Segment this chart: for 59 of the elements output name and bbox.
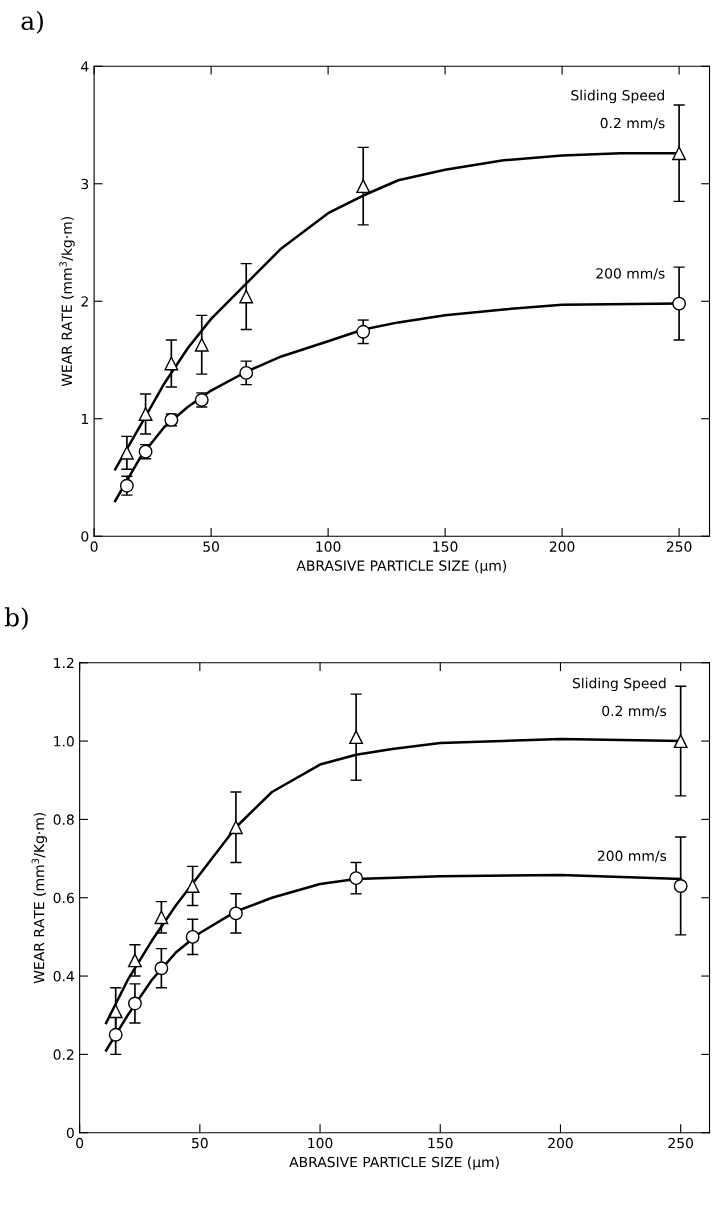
series-label: 200 mm/s (597, 850, 667, 863)
point (673, 879, 688, 893)
legend-title: Sliding Speed (571, 89, 664, 104)
legend-title: Sliding Speed (572, 677, 666, 692)
point (185, 879, 200, 893)
point (672, 296, 687, 311)
y-tick-label: 4 (81, 61, 89, 72)
y-tick-label: 3 (81, 178, 89, 190)
y-tick-label: 0.4 (53, 971, 74, 982)
point (108, 1027, 123, 1042)
x-tick-label: 100 (316, 541, 341, 552)
x-axis-title: ABRASIVE PARTICLE SIZE (μm) (289, 1156, 499, 1170)
y-tick-label: 0.6 (53, 892, 74, 904)
series-label: 0.2 mm/s (602, 705, 667, 718)
point (356, 324, 371, 339)
y-tick-label: 0 (66, 1127, 74, 1139)
x-tick-label: 250 (668, 1137, 693, 1149)
x-tick-label: 250 (666, 541, 692, 552)
x-tick-label: 50 (203, 541, 220, 552)
point (356, 179, 371, 194)
y-axis-title: WEAR RATE (mm$^{3}$/kg·m) (59, 217, 75, 387)
point (127, 996, 142, 1011)
series-label: 200 mm/s (596, 268, 665, 280)
y-tick-label: 0.8 (53, 814, 74, 825)
point (119, 445, 134, 460)
point (239, 289, 254, 304)
point (154, 961, 169, 976)
point (239, 365, 254, 380)
point (127, 953, 142, 968)
x-tick-label: 0 (90, 541, 98, 552)
y-tick-label: 0.2 (53, 1049, 74, 1060)
y-tick-label: 1 (81, 413, 88, 425)
series-label: 0.2 mm/s (600, 117, 665, 130)
x-tick-label: 100 (308, 1137, 333, 1149)
point (228, 906, 243, 921)
point (154, 910, 169, 925)
point (108, 1004, 123, 1019)
y-axis-title: WEAR RATE (mm$^{3}$/Kg·m) (31, 812, 47, 984)
x-tick-label: 200 (548, 1137, 573, 1149)
chart-title: b) (4, 607, 28, 631)
point (673, 734, 688, 749)
point (349, 871, 364, 886)
x-axis-title: ABRASIVE PARTICLE SIZE (μm) (296, 560, 507, 574)
x-tick-label: 50 (192, 1137, 208, 1149)
point (194, 337, 209, 352)
point (164, 356, 179, 371)
y-tick-label: 0 (81, 531, 89, 542)
x-tick-label: 150 (428, 1137, 453, 1149)
point (349, 730, 364, 745)
point (185, 929, 200, 944)
x-tick-label: 150 (433, 541, 458, 552)
x-tick-label: 200 (549, 541, 575, 552)
point (228, 820, 243, 835)
point (672, 146, 687, 161)
y-tick-label: 1.0 (54, 736, 74, 747)
chart-title: a) (21, 10, 43, 34)
point (138, 407, 153, 421)
y-tick-label: 1.2 (54, 657, 74, 669)
y-tick-label: 2 (81, 296, 88, 307)
